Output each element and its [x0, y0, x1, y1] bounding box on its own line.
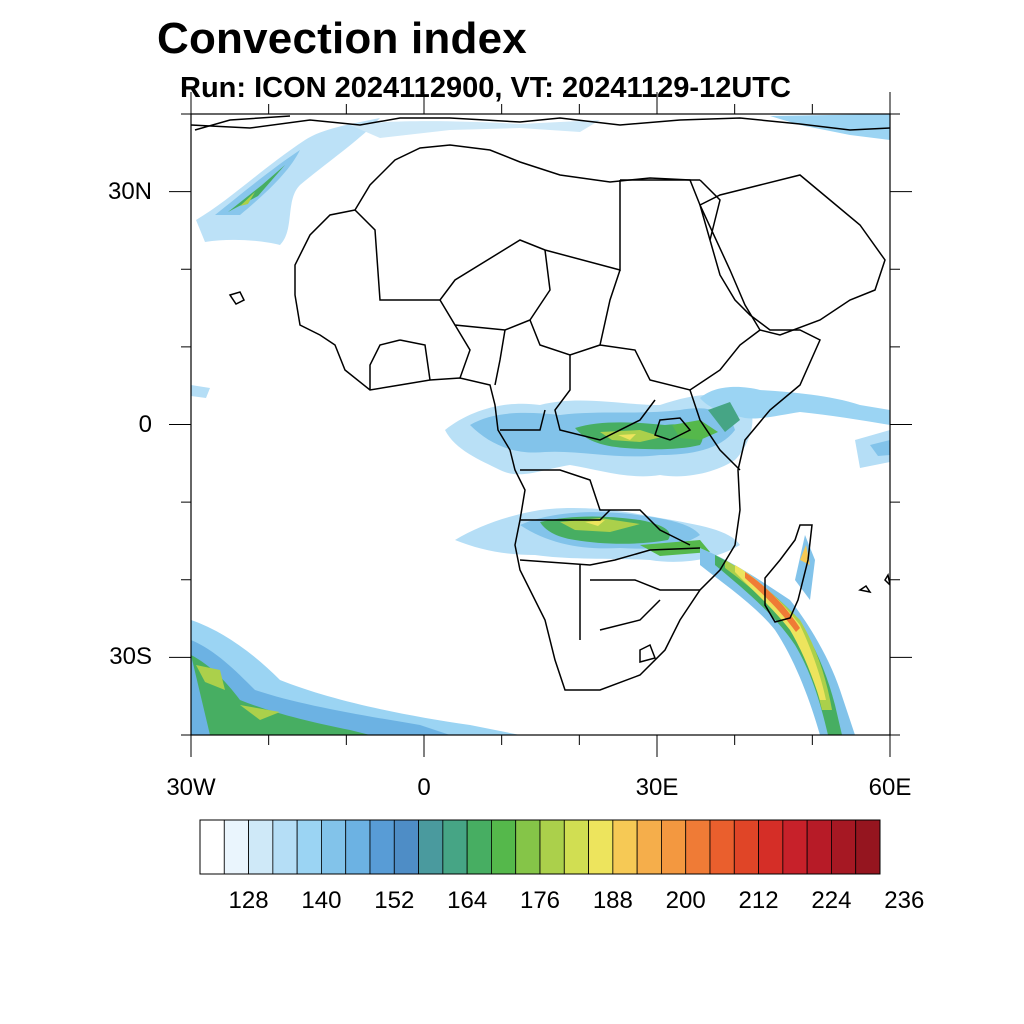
lat-tick-label: 30S: [109, 643, 152, 671]
colorbar-tick-label: 188: [592, 887, 633, 914]
lon-tick-label: 60E: [868, 774, 912, 801]
colorbar-tick-label: 212: [738, 887, 779, 914]
map-subtitle: Run: ICON 2024112900, VT: 20241129-12UTC: [180, 72, 791, 104]
colorbar-tick-label: 236: [884, 887, 925, 914]
lon-tick-label: 30W: [166, 774, 216, 801]
colorbar-tick-label: 176: [519, 887, 561, 914]
convection-shading: [191, 114, 890, 735]
lat-tick-label: 30N: [107, 177, 152, 205]
colorbar-tick-label: 152: [374, 887, 415, 914]
lon-tick-label: 0: [417, 774, 431, 801]
colorbar-tick-label: 140: [301, 887, 342, 914]
colorbar-tick-label: 200: [665, 887, 706, 914]
map-title: Convection index: [157, 14, 527, 63]
axis-ticks: [169, 92, 912, 757]
colorbar-tick-label: 164: [447, 887, 488, 914]
coastlines-and-borders: [191, 115, 890, 691]
lat-tick-label: 0: [138, 410, 152, 438]
colorbar-tick-label: 224: [811, 887, 852, 914]
colorbar-tick-label: 128: [228, 887, 269, 914]
lon-tick-label: 30E: [635, 774, 679, 801]
